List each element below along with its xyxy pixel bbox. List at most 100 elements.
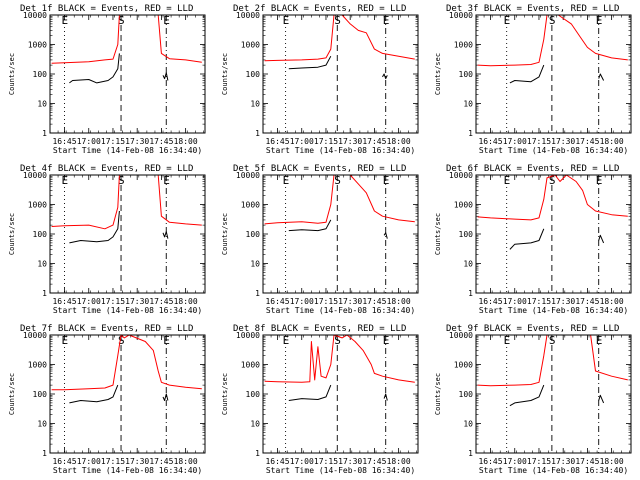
x-tick-label: 17:15 [314, 457, 338, 466]
events-series-line [162, 72, 169, 81]
x-tick-label: 17:30 [551, 137, 575, 146]
x-tick-label: 17:30 [551, 297, 575, 306]
x-tick-label: 16:45 [52, 297, 76, 306]
x-tick-label: 17:00 [290, 297, 314, 306]
events-series-line [69, 210, 120, 244]
y-tick-label: 10000 [236, 171, 260, 180]
plot-frame [262, 334, 419, 454]
x-tick-label: 17:15 [101, 137, 125, 146]
events-series-line [382, 73, 388, 80]
y-tick-label: 10000 [23, 11, 47, 20]
chart-panel-4: Det 4f BLACK = Events, RED = LLD Counts/s… [8, 164, 206, 315]
y-tick-label: 1 [42, 289, 47, 298]
lld-series-line [477, 334, 628, 387]
chart-panel-7: Det 7f BLACK = Events, RED = LLD Counts/s… [8, 324, 206, 475]
lld-series-line [51, 334, 202, 391]
x-tick-label: 17:15 [314, 137, 338, 146]
x-tick-label: 17:30 [338, 457, 362, 466]
x-tick-label: 17:00 [503, 137, 527, 146]
marker-label: E [283, 334, 290, 347]
x-tick-label: 17:45 [149, 137, 173, 146]
y-axis-label: Counts/sec [221, 53, 229, 95]
events-series-line [509, 64, 545, 84]
chart-panel-3: Det 3f BLACK = Events, RED = LLD Counts/s… [434, 4, 632, 155]
chart-title: Det 7f BLACK = Events, RED = LLD [20, 324, 193, 334]
events-series-line [598, 234, 605, 244]
y-axis-label: Counts/sec [434, 373, 442, 415]
y-axis-label: Counts/sec [221, 373, 229, 415]
x-tick-label: 17:30 [551, 457, 575, 466]
marker-label: S [549, 14, 556, 27]
events-series-line [162, 393, 169, 401]
y-tick-label: 10 [37, 100, 47, 109]
x-tick-label: 18:00 [174, 457, 198, 466]
y-tick-label: 1 [468, 289, 473, 298]
marker-label: E [163, 334, 170, 347]
x-tick-label: 17:30 [338, 137, 362, 146]
y-tick-label: 1000 [28, 41, 47, 50]
marker-label: E [163, 14, 170, 27]
marker-label: S [118, 334, 125, 347]
x-tick-label: 17:45 [575, 297, 599, 306]
lld-series-line [51, 14, 202, 64]
x-tick-label: 17:15 [527, 297, 551, 306]
y-tick-label: 1 [255, 289, 260, 298]
x-tick-label: 17:30 [125, 297, 149, 306]
marker-label: E [596, 174, 603, 187]
x-axis-label: Start Time (14-Feb-08 16:34:40) [479, 306, 628, 315]
y-tick-label: 100 [246, 390, 261, 399]
chart-panel-1: Det 1f BLACK = Events, RED = LLD Counts/s… [8, 4, 206, 155]
y-tick-label: 100 [246, 230, 261, 239]
events-series-line [598, 73, 605, 81]
y-tick-label: 10 [463, 420, 473, 429]
chart-title: Det 1f BLACK = Events, RED = LLD [20, 4, 193, 14]
x-tick-label: 17:00 [77, 137, 101, 146]
x-tick-label: 16:45 [478, 297, 502, 306]
y-tick-label: 100 [33, 390, 48, 399]
plot-frame [49, 14, 206, 134]
y-tick-label: 1 [42, 449, 47, 458]
y-tick-label: 1000 [241, 201, 260, 210]
x-tick-label: 17:45 [362, 297, 386, 306]
y-tick-label: 1000 [454, 41, 473, 50]
chart-title: Det 6f BLACK = Events, RED = LLD [446, 164, 619, 174]
x-tick-label: 18:00 [387, 457, 411, 466]
x-axis-label: Start Time (14-Feb-08 16:34:40) [53, 146, 202, 155]
y-tick-label: 10 [250, 100, 260, 109]
marker-label: E [62, 334, 69, 347]
lld-series-line [477, 174, 628, 221]
x-tick-label: 17:30 [125, 457, 149, 466]
chart-title: Det 8f BLACK = Events, RED = LLD [233, 324, 406, 334]
x-tick-label: 16:45 [478, 137, 502, 146]
chart-panel-2: Det 2f BLACK = Events, RED = LLD Counts/s… [221, 4, 419, 155]
plot-frame [262, 174, 419, 294]
marker-label: S [334, 334, 341, 347]
events-series-line [383, 393, 388, 401]
y-tick-label: 100 [33, 70, 48, 79]
x-tick-label: 16:45 [265, 457, 289, 466]
chart-panel-8: Det 8f BLACK = Events, RED = LLD Counts/s… [221, 324, 419, 475]
x-tick-label: 17:15 [101, 457, 125, 466]
plot-frame [475, 174, 632, 294]
y-tick-label: 100 [459, 390, 474, 399]
y-tick-label: 10 [463, 100, 473, 109]
marker-label: E [596, 14, 603, 27]
x-tick-label: 18:00 [600, 137, 624, 146]
x-tick-label: 18:00 [174, 137, 198, 146]
x-tick-label: 17:45 [362, 457, 386, 466]
y-tick-label: 10 [250, 420, 260, 429]
y-tick-label: 1000 [241, 361, 260, 370]
x-tick-label: 17:45 [149, 297, 173, 306]
y-tick-label: 10000 [23, 331, 47, 340]
marker-label: E [62, 14, 69, 27]
y-tick-label: 10000 [449, 331, 473, 340]
lld-series-line [51, 174, 202, 230]
marker-label: S [118, 174, 125, 187]
plot-frame [49, 334, 206, 454]
x-tick-label: 17:45 [149, 457, 173, 466]
marker-label: S [549, 174, 556, 187]
y-tick-label: 10000 [236, 11, 260, 20]
marker-label: S [118, 14, 125, 27]
x-axis-label: Start Time (14-Feb-08 16:34:40) [479, 146, 628, 155]
